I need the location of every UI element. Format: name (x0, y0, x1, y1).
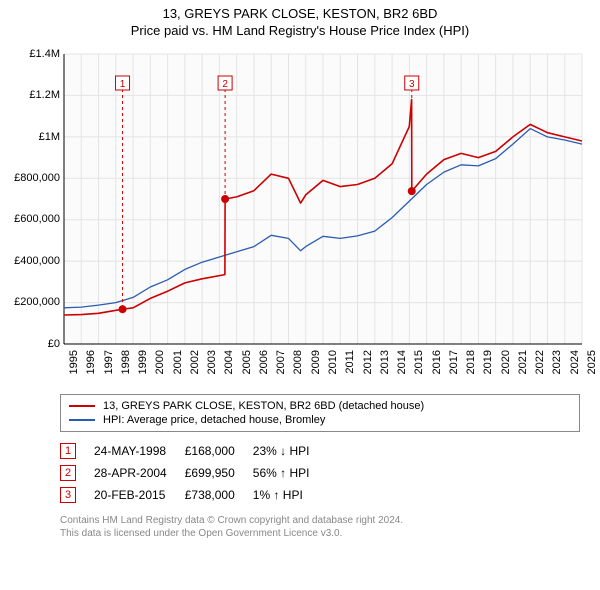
transaction-price: £168,000 (185, 440, 253, 462)
x-axis-label: 2000 (154, 350, 166, 390)
x-axis-label: 2004 (223, 350, 235, 390)
footer: Contains HM Land Registry data © Crown c… (60, 514, 590, 540)
x-axis-label: 2017 (448, 350, 460, 390)
transaction-row: 1 24-MAY-1998£168,00023% ↓ HPI (60, 440, 327, 462)
svg-text:2: 2 (222, 79, 228, 90)
x-axis-label: 1997 (103, 350, 115, 390)
x-axis-label: 2007 (275, 350, 287, 390)
transaction-price: £699,950 (185, 462, 253, 484)
transaction-delta: 56% ↑ HPI (253, 462, 328, 484)
transaction-row: 2 28-APR-2004£699,95056% ↑ HPI (60, 462, 327, 484)
y-axis-label: £800,000 (10, 172, 60, 184)
legend-swatch (69, 419, 95, 421)
y-axis-label: £1.2M (10, 89, 60, 101)
title-line1: 13, GREYS PARK CLOSE, KESTON, BR2 6BD (163, 6, 438, 21)
legend: 13, GREYS PARK CLOSE, KESTON, BR2 6BD (d… (60, 394, 580, 432)
x-axis-label: 2011 (344, 350, 356, 390)
transaction-delta: 1% ↑ HPI (253, 484, 328, 506)
footer-line2: This data is licensed under the Open Gov… (60, 528, 342, 539)
chart-svg: 1 2 3 (10, 46, 590, 386)
legend-label: HPI: Average price, detached house, Brom… (103, 414, 325, 426)
x-axis-label: 1996 (85, 350, 97, 390)
x-axis-label: 2003 (206, 350, 218, 390)
svg-text:1: 1 (120, 79, 126, 90)
footer-line1: Contains HM Land Registry data © Crown c… (60, 515, 403, 526)
y-axis-label: £0 (10, 338, 60, 350)
x-axis-label: 2001 (172, 350, 184, 390)
transaction-price: £738,000 (185, 484, 253, 506)
transaction-row: 3 20-FEB-2015£738,0001% ↑ HPI (60, 484, 327, 506)
y-axis-label: £1.4M (10, 48, 60, 60)
transactions-table: 1 24-MAY-1998£168,00023% ↓ HPI 2 28-APR-200… (60, 440, 327, 506)
x-axis-label: 2016 (431, 350, 443, 390)
x-axis-label: 2023 (551, 350, 563, 390)
transaction-marker: 1 (60, 443, 76, 459)
x-axis-label: 2009 (310, 350, 322, 390)
svg-text:3: 3 (409, 79, 415, 90)
title-line2: Price paid vs. HM Land Registry's House … (131, 23, 469, 38)
x-axis-label: 2021 (517, 350, 529, 390)
chart: 1 2 3 £0 £200,000 £400,000 £600,000 £800,000 £1… (10, 46, 590, 386)
x-axis-label: 2010 (327, 350, 339, 390)
x-axis-label: 2014 (396, 350, 408, 390)
transaction-date: 20-FEB-2015 (94, 484, 185, 506)
x-axis-label: 2002 (189, 350, 201, 390)
legend-swatch (69, 405, 95, 407)
transaction-marker: 2 (60, 465, 76, 481)
x-axis-label: 2022 (534, 350, 546, 390)
y-axis-label: £200,000 (10, 296, 60, 308)
x-axis-label: 2020 (500, 350, 512, 390)
transaction-marker: 3 (60, 487, 76, 503)
y-axis-label: £400,000 (10, 255, 60, 267)
chart-title: 13, GREYS PARK CLOSE, KESTON, BR2 6BD Pr… (10, 6, 590, 40)
x-axis-label: 2006 (258, 350, 270, 390)
x-axis-label: 2005 (241, 350, 253, 390)
x-axis-label: 2019 (482, 350, 494, 390)
x-axis-label: 1995 (68, 350, 80, 390)
x-axis-label: 2015 (413, 350, 425, 390)
y-axis-label: £600,000 (10, 213, 60, 225)
legend-item: 13, GREYS PARK CLOSE, KESTON, BR2 6BD (d… (69, 399, 571, 413)
x-axis-label: 2018 (465, 350, 477, 390)
x-axis-label: 2025 (586, 350, 598, 390)
x-axis-label: 2024 (569, 350, 581, 390)
x-axis-label: 1999 (137, 350, 149, 390)
x-axis-label: 2013 (379, 350, 391, 390)
transaction-date: 28-APR-2004 (94, 462, 185, 484)
legend-label: 13, GREYS PARK CLOSE, KESTON, BR2 6BD (d… (103, 400, 424, 412)
transaction-delta: 23% ↓ HPI (253, 440, 328, 462)
x-axis-label: 2008 (292, 350, 304, 390)
y-axis-label: £1M (10, 131, 60, 143)
x-axis-label: 1998 (120, 350, 132, 390)
legend-item: HPI: Average price, detached house, Brom… (69, 413, 571, 427)
transaction-date: 24-MAY-1998 (94, 440, 185, 462)
x-axis-label: 2012 (362, 350, 374, 390)
